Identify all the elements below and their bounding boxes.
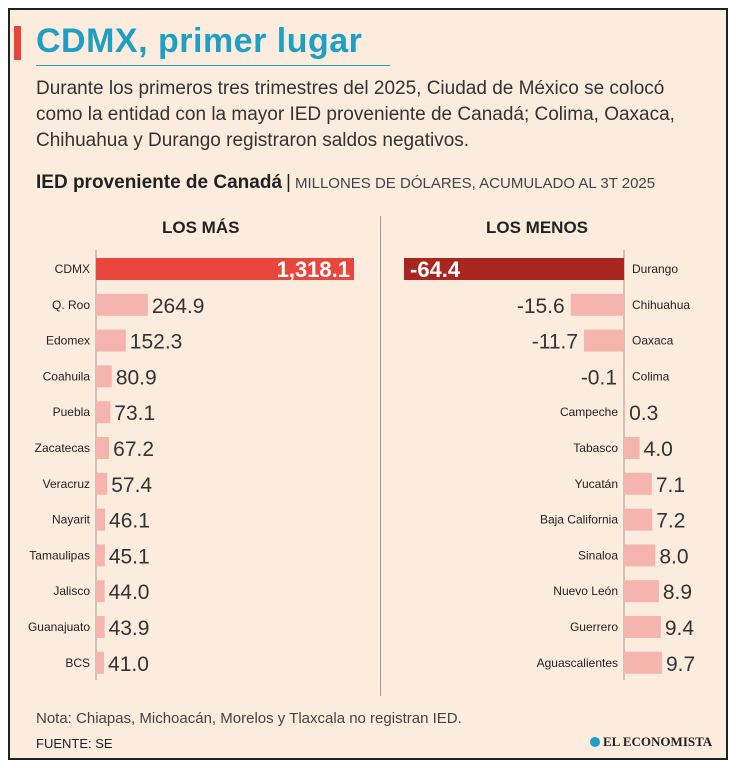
value-label-bottom-5: 4.0	[644, 438, 673, 461]
value-label-top-8: 45.1	[109, 545, 150, 568]
bar-top-9	[96, 580, 105, 603]
category-label-bottom-10: Guerrero	[570, 620, 618, 634]
chart-heading-sub: MILLONES DE DÓLARES, ACUMULADO AL 3T 202…	[294, 175, 656, 192]
chart-heading-separator: |	[286, 172, 291, 193]
bar-bottom-3	[623, 365, 624, 388]
category-label-top-6: Veracruz	[43, 477, 90, 491]
panel-title-bottom: LOS MENOS	[486, 218, 589, 237]
bar-bottom-1	[570, 293, 624, 316]
bar-top-2	[96, 329, 126, 352]
chart-heading: IED proveniente de Canadá | MILLONES DE DÓ…	[36, 172, 655, 194]
value-label-bottom-0: -64.4	[410, 257, 461, 282]
value-label-top-4: 73.1	[114, 402, 155, 425]
brand-icon	[590, 737, 600, 747]
category-label-top-3: Coahuila	[43, 369, 91, 383]
category-label-top-11: BCS	[65, 656, 90, 670]
title-underline	[36, 65, 390, 66]
value-label-bottom-8: 8.0	[659, 545, 688, 568]
category-label-top-4: Puebla	[53, 405, 91, 419]
infographic-frame: CDMX, primer lugar Durante los primeros …	[8, 8, 728, 760]
category-label-bottom-1: Chihuahua	[632, 298, 690, 312]
category-label-top-2: Edomex	[46, 334, 90, 348]
category-label-top-8: Tamaulipas	[29, 548, 90, 562]
chart-heading-main: IED proveniente de Canadá	[36, 172, 283, 193]
bar-top-8	[96, 544, 105, 567]
value-label-bottom-2: -11.7	[532, 331, 578, 354]
value-label-bottom-11: 9.7	[666, 653, 695, 676]
category-label-top-0: CDMX	[55, 262, 90, 276]
bar-bottom-0	[404, 258, 624, 280]
subtitle: Durante los primeros tres trimestres del…	[36, 78, 675, 151]
value-label-bottom-4: 0.3	[629, 402, 658, 425]
bar-top-11	[96, 651, 105, 674]
value-label-top-2: 152.3	[130, 331, 183, 354]
bar-bottom-10	[624, 616, 661, 638]
value-label-bottom-3: -0.1	[581, 366, 617, 389]
value-label-top-6: 57.4	[111, 474, 152, 497]
bar-top-1	[96, 293, 148, 316]
category-label-bottom-6: Yucatán	[575, 477, 618, 491]
value-label-top-11: 41.0	[108, 653, 149, 676]
bar-bottom-6	[624, 472, 652, 495]
value-label-top-3: 80.9	[116, 366, 157, 389]
value-label-bottom-10: 9.4	[665, 617, 695, 640]
bar-bottom-5	[624, 437, 640, 459]
category-label-top-9: Jalisco	[53, 584, 90, 598]
brand-logo: EL ECONOMISTA	[590, 734, 712, 750]
category-label-top-10: Guanajuato	[28, 620, 90, 634]
title-accent-bar	[14, 26, 21, 60]
bar-bottom-2	[584, 329, 624, 352]
value-label-top-9: 44.0	[109, 581, 150, 604]
value-label-top-1: 264.9	[152, 295, 205, 318]
value-label-top-0: 1,318.1	[277, 257, 350, 282]
bar-bottom-8	[624, 544, 656, 567]
value-label-top-7: 46.1	[109, 510, 150, 533]
bar-bottom-11	[624, 651, 662, 674]
value-label-bottom-1: -15.6	[517, 295, 565, 318]
page-title: CDMX, primer lugar	[36, 22, 363, 60]
bar-top-3	[96, 365, 112, 388]
category-label-bottom-11: Aguascalientes	[537, 656, 618, 670]
category-label-bottom-3: Colima	[632, 369, 670, 383]
bar-top-4	[96, 401, 111, 424]
bar-top-7	[96, 508, 106, 531]
bar-top-0	[96, 258, 354, 280]
category-label-top-1: Q. Roo	[52, 298, 90, 312]
panel-title-top: LOS MÁS	[162, 218, 240, 237]
bar-charts: CDMX 1,318.1 Q. Roo 264.9 Edomex 152.3 Coahuil…	[28, 250, 695, 680]
category-label-bottom-5: Tabasco	[573, 441, 618, 455]
value-label-bottom-6: 7.1	[656, 474, 685, 497]
value-label-bottom-7: 7.2	[656, 510, 685, 533]
brand-name: EL ECONOMISTA	[603, 734, 713, 749]
bar-top-6	[96, 472, 108, 495]
panel-divider	[380, 216, 381, 696]
category-label-bottom-0: Durango	[632, 262, 678, 276]
category-label-bottom-7: Baja California	[540, 513, 618, 527]
category-label-bottom-2: Oaxaca	[632, 334, 674, 348]
source: FUENTE: SE	[36, 736, 113, 751]
category-label-bottom-4: Campeche	[560, 405, 618, 419]
bar-bottom-9	[624, 580, 659, 603]
bar-top-10	[96, 616, 105, 638]
bar-bottom-4	[624, 401, 626, 424]
category-label-bottom-8: Sinaloa	[578, 548, 618, 562]
bar-bottom-7	[624, 508, 653, 531]
category-label-top-5: Zacatecas	[35, 441, 90, 455]
category-label-top-7: Nayarit	[52, 513, 91, 527]
value-label-top-5: 67.2	[113, 438, 154, 461]
value-label-bottom-9: 8.9	[663, 581, 692, 604]
value-label-top-10: 43.9	[109, 617, 150, 640]
category-label-bottom-9: Nuevo León	[553, 584, 618, 598]
bar-top-5	[96, 437, 110, 459]
note: Nota: Chiapas, Michoacán, Morelos y Tlax…	[36, 710, 462, 727]
